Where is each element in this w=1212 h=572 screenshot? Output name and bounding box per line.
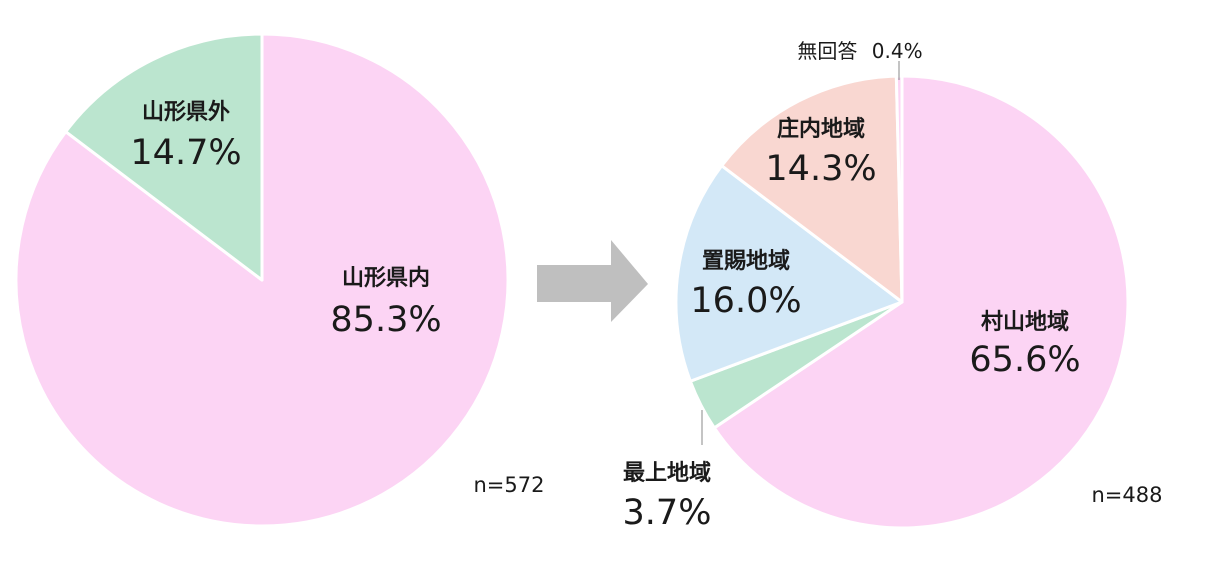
pie-chart-region: 無回答 0.4% 庄内地域 14.3% 置賜地域 16.0% 村山地域 65.6… <box>623 39 1163 533</box>
slice-label-value: 3.7% <box>623 493 712 533</box>
sample-size-label: n=572 <box>474 473 545 497</box>
slice-label-name: 庄内地域 <box>777 116 865 142</box>
slice-label-value: 85.3% <box>330 300 441 340</box>
pie-slice <box>720 74 904 304</box>
slice-label: 無回答 0.4% <box>797 39 922 63</box>
slice-label-name: 山形県外 <box>142 99 230 125</box>
slice-label-name: 最上地域 <box>623 460 711 486</box>
slice-label-value: 14.7% <box>130 133 241 173</box>
slice-label-name: 山形県内 <box>342 266 430 291</box>
pie-slice <box>64 32 264 282</box>
slice-label-name: 無回答 <box>797 39 857 63</box>
pie-chart-prefecture: 山形県外 14.7% 山形県内 85.3% n=572 <box>14 32 545 528</box>
pie-slice <box>712 74 1130 530</box>
sample-size-label: n=488 <box>1092 483 1163 507</box>
slice-label-value: 0.4% <box>872 39 923 63</box>
slice-label-name: 村山地域 <box>981 309 1069 335</box>
slice-label-value: 14.3% <box>765 149 876 189</box>
pie-slice <box>674 164 904 383</box>
slice-label-value: 65.6% <box>969 340 1080 380</box>
slice-label-name: 置賜地域 <box>702 248 790 274</box>
slice-label-value: 16.0% <box>690 281 801 321</box>
right-arrow-icon <box>537 240 648 322</box>
